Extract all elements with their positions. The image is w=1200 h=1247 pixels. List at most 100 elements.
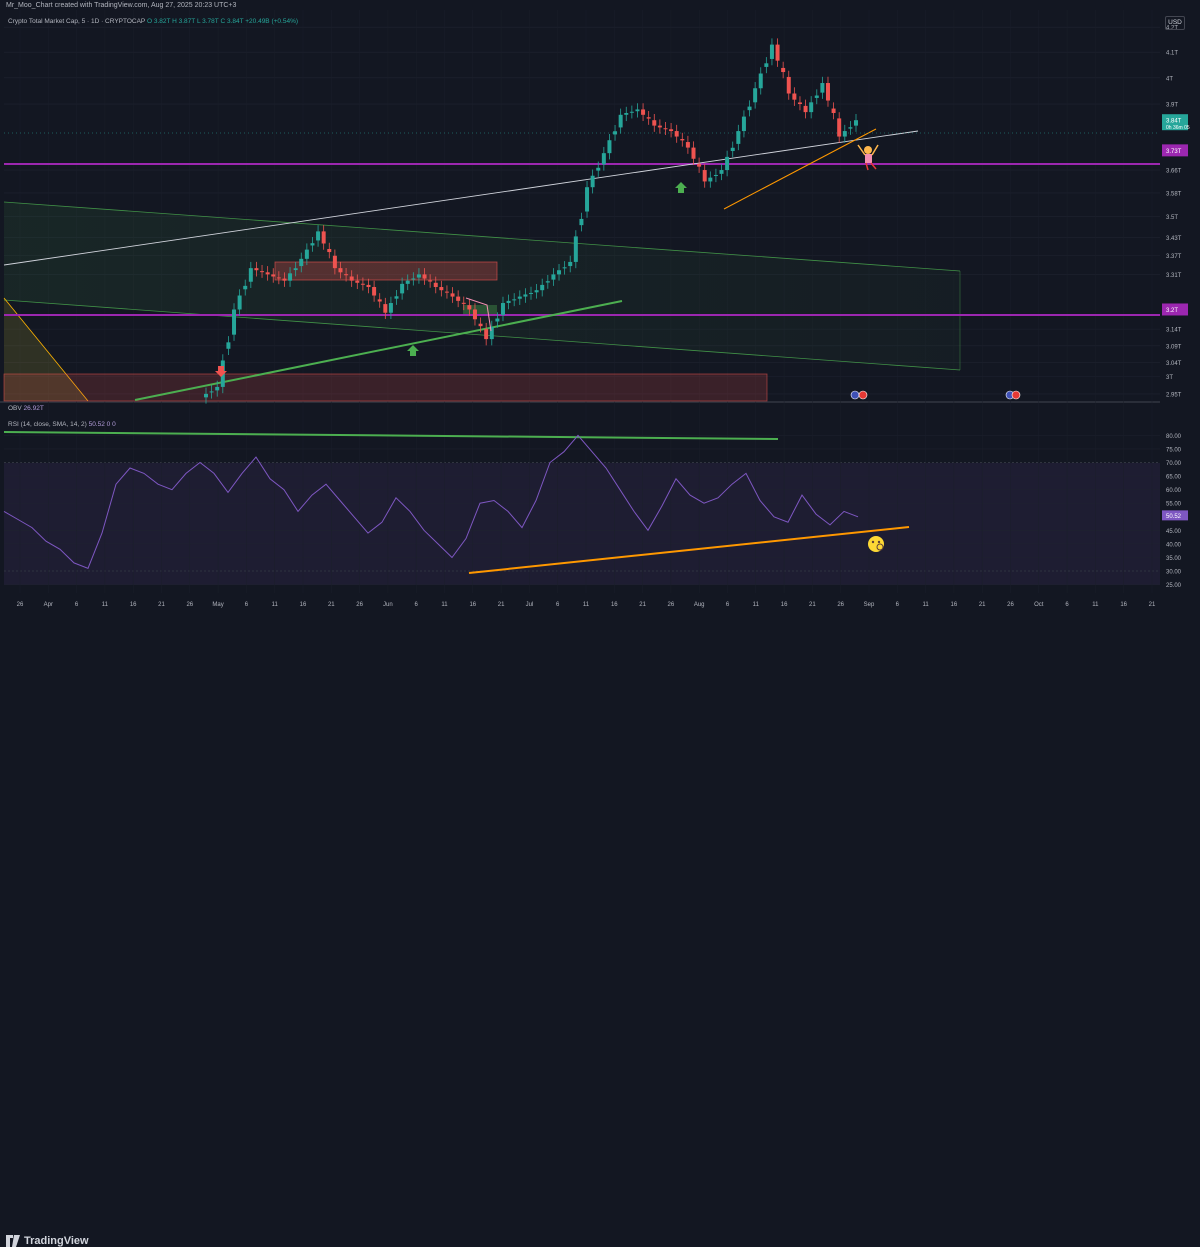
pane-divider[interactable] bbox=[0, 401, 1200, 403]
candle-body bbox=[585, 187, 590, 212]
event-flag-icon[interactable] bbox=[850, 390, 868, 400]
time-tick-label: 16 bbox=[611, 602, 618, 608]
rsi-label: RSI (14, close, SMA, 14, 2) bbox=[8, 421, 87, 428]
currency-button[interactable]: USD bbox=[1165, 16, 1185, 30]
time-tick-label: 21 bbox=[1149, 602, 1156, 608]
candle-body bbox=[803, 105, 808, 113]
time-tick-label: 21 bbox=[639, 602, 646, 608]
candle-body bbox=[624, 113, 629, 115]
candle-body bbox=[758, 73, 763, 89]
rsi-tick-label: 25.00 bbox=[1166, 583, 1182, 589]
candle-body bbox=[456, 296, 461, 301]
candle-body bbox=[629, 111, 634, 113]
candle-body bbox=[741, 116, 746, 132]
rsi-resistance-trendline[interactable] bbox=[3, 431, 779, 440]
rsi-tick-label: 75.00 bbox=[1166, 447, 1182, 453]
candle-body bbox=[276, 277, 281, 279]
event-flag-icon[interactable] bbox=[1005, 390, 1021, 400]
candle-body bbox=[646, 117, 651, 119]
pink-pattern-lines bbox=[465, 297, 492, 332]
last-price-badge bbox=[1162, 114, 1188, 131]
candle-body bbox=[842, 131, 847, 137]
channel-lower-line bbox=[3, 299, 961, 371]
candle-body bbox=[383, 304, 388, 313]
time-tick-label: 6 bbox=[75, 602, 79, 608]
candle-body bbox=[316, 231, 321, 241]
thinking-face-icon bbox=[868, 536, 884, 552]
time-tick-label: 6 bbox=[896, 602, 900, 608]
chart-credit: Mr_Moo_Chart created with TradingView.co… bbox=[6, 2, 237, 9]
candle-body bbox=[607, 140, 612, 154]
candle-body bbox=[764, 63, 769, 67]
rsi-tick-label: 80.00 bbox=[1166, 434, 1182, 440]
rsi-tick-label: 35.00 bbox=[1166, 556, 1182, 562]
time-tick-label: Apr bbox=[44, 602, 53, 608]
candle-body bbox=[506, 300, 511, 304]
candle-body bbox=[461, 302, 466, 304]
orange-support-trendline[interactable] bbox=[723, 128, 877, 210]
time-tick-label: 21 bbox=[979, 602, 986, 608]
candle-body bbox=[500, 303, 505, 315]
candle-body bbox=[657, 125, 662, 128]
candle-body bbox=[310, 243, 315, 246]
candle-body bbox=[321, 231, 326, 244]
candle-body bbox=[304, 249, 309, 259]
rsi-value: 50.52 0 0 bbox=[88, 421, 116, 428]
candle-body bbox=[557, 270, 562, 275]
candle-body bbox=[271, 274, 276, 277]
candle-body bbox=[730, 147, 735, 152]
candle-body bbox=[797, 102, 802, 105]
candle-body bbox=[753, 88, 758, 103]
time-tick-label: 26 bbox=[668, 602, 675, 608]
time-tick-label: 21 bbox=[328, 602, 335, 608]
time-tick-label: 26 bbox=[356, 602, 363, 608]
obv-value: 26.92T bbox=[23, 405, 44, 412]
candle-body bbox=[232, 309, 237, 335]
candle-body bbox=[792, 93, 797, 100]
time-tick-label: 26 bbox=[186, 602, 193, 608]
price-tick-label: 3.04T bbox=[1166, 361, 1182, 367]
candle-body bbox=[366, 284, 371, 288]
candle-body bbox=[685, 142, 690, 148]
ohlc-values: O 3.82T H 3.87T L 3.78T C 3.84T +20.49B … bbox=[146, 18, 299, 25]
candle-body bbox=[613, 131, 618, 135]
time-tick-label: 21 bbox=[809, 602, 816, 608]
rsi-line bbox=[3, 434, 859, 569]
price-tick-label: 3.37T bbox=[1166, 254, 1182, 260]
price-tick-label: 4T bbox=[1166, 76, 1173, 82]
candle-body bbox=[433, 282, 438, 288]
candle-body bbox=[590, 175, 595, 188]
small-green-zone bbox=[463, 305, 497, 315]
candle-body bbox=[237, 295, 242, 310]
candle-body bbox=[814, 95, 819, 98]
candle-body bbox=[260, 271, 265, 273]
candle-body bbox=[422, 274, 427, 279]
candle-body bbox=[416, 274, 421, 278]
green-support-trendline[interactable] bbox=[134, 300, 623, 401]
rsi-series bbox=[3, 434, 859, 569]
time-tick-label: 11 bbox=[1092, 602, 1099, 608]
time-tick-label: 16 bbox=[781, 602, 788, 608]
rsi-support-trendline[interactable] bbox=[468, 526, 910, 574]
candle-body bbox=[338, 268, 343, 273]
demand-zone-bottom bbox=[3, 373, 768, 402]
rsi-tick-label: 65.00 bbox=[1166, 475, 1182, 481]
rsi-tick-label: 50.52 bbox=[1166, 514, 1182, 520]
time-tick-label: 16 bbox=[951, 602, 958, 608]
time-tick-label: 26 bbox=[17, 602, 24, 608]
price-tick-label: 3.2T bbox=[1166, 308, 1178, 314]
candle-body bbox=[428, 280, 433, 282]
white-trendline[interactable] bbox=[3, 130, 919, 266]
candle-body bbox=[663, 128, 668, 130]
candle-body bbox=[825, 83, 830, 101]
candle-body bbox=[786, 76, 791, 94]
price-tick-label: 3.66T bbox=[1166, 169, 1182, 175]
candle-body bbox=[332, 255, 337, 269]
time-tick-label: 11 bbox=[441, 602, 448, 608]
candle-body bbox=[355, 280, 360, 283]
time-axis[interactable] bbox=[0, 593, 1160, 613]
symbol-title: Crypto Total Market Cap, 5 · 1D · CRYPTO… bbox=[8, 18, 146, 25]
candle-body bbox=[444, 291, 449, 293]
rsi-value-badge bbox=[1162, 510, 1188, 521]
